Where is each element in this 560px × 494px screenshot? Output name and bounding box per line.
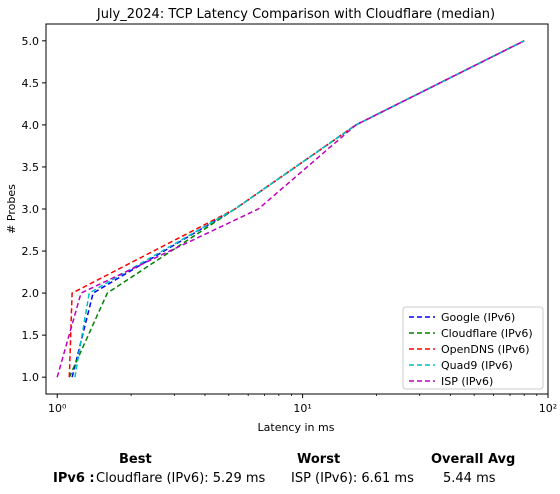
legend-box	[402, 306, 544, 390]
overall-avg-header: Overall Avg	[431, 452, 516, 467]
y-tick-label: 1.5	[22, 329, 40, 342]
y-tick-label: 3.0	[22, 203, 40, 216]
best-value: Cloudflare (IPv6): 5.29 ms	[96, 471, 266, 486]
y-tick-label: 2.0	[22, 287, 40, 300]
legend-label: Google (IPv6)	[441, 311, 515, 324]
worst-header: Worst	[297, 452, 341, 467]
x-axis-label: Latency in ms	[258, 421, 335, 434]
x-tick-label: 10²	[539, 402, 557, 415]
legend-label: Cloudflare (IPv6)	[441, 327, 533, 340]
ipv6-row-label: IPv6 :	[53, 471, 95, 486]
y-tick-label: 5.0	[22, 35, 40, 48]
x-tick-label: 10¹	[293, 402, 311, 415]
y-tick-label: 1.0	[22, 371, 40, 384]
plot-area	[56, 40, 525, 378]
legend: Google (IPv6) Cloudflare (IPv6) OpenDNS (I…	[402, 306, 544, 390]
worst-value: ISP (IPv6): 6.61 ms	[291, 471, 414, 486]
y-tick-label: 4.5	[22, 77, 40, 90]
x-tick-label: 10⁰	[48, 402, 67, 415]
axes: 1.0 1.5 2.0 2.5 3.0 3.5 4.0 4.5 5.0 10⁰ 10¹ 10²	[22, 35, 558, 415]
overall-avg-value: 5.44 ms	[443, 471, 496, 486]
y-axis-label: # Probes	[5, 184, 18, 234]
series-line	[74, 40, 525, 378]
legend-label: Quad9 (IPv6)	[441, 359, 513, 372]
legend-label: ISP (IPv6)	[441, 375, 493, 388]
best-header: Best	[119, 452, 152, 467]
series-line	[56, 40, 525, 378]
chart-title: July_2024: TCP Latency Comparison with C…	[96, 7, 495, 22]
series-line	[68, 40, 525, 378]
y-tick-label: 2.5	[22, 245, 40, 258]
legend-label: OpenDNS (IPv6)	[441, 343, 530, 356]
y-tick-label: 3.5	[22, 161, 40, 174]
y-tick-label: 4.0	[22, 119, 40, 132]
